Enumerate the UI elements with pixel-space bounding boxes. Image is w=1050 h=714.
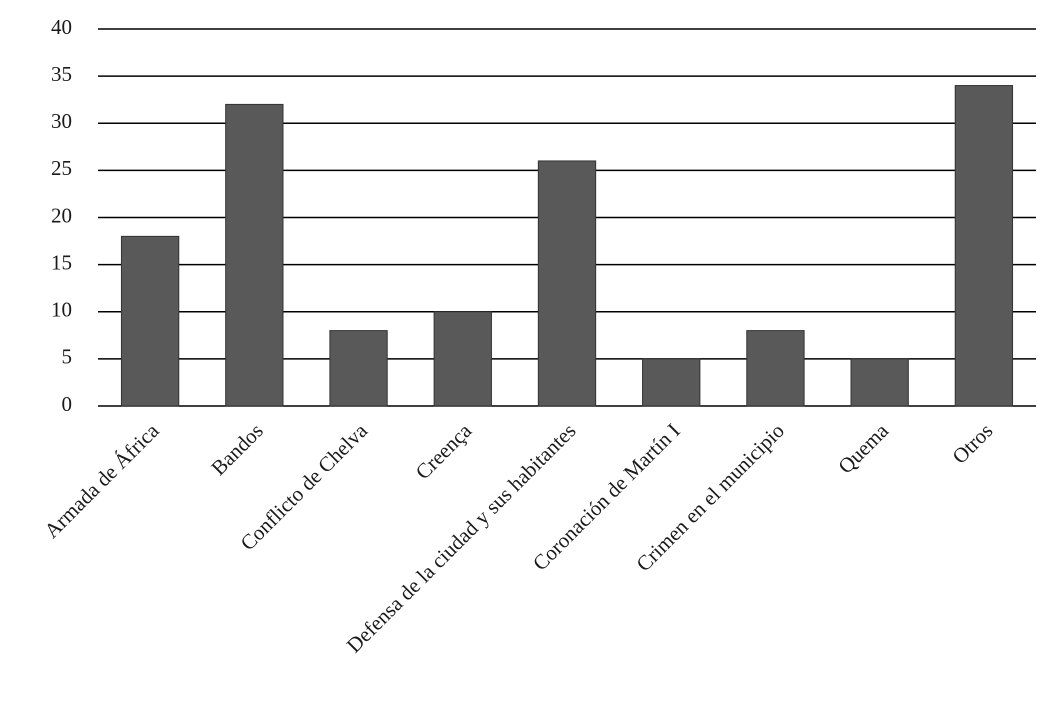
y-tick-label: 5: [62, 345, 73, 369]
bar: [850, 358, 909, 407]
y-tick-label: 10: [51, 298, 72, 322]
bar: [642, 358, 701, 407]
x-tick-label: Bandos: [206, 419, 268, 481]
y-tick-label: 30: [51, 109, 72, 133]
bar: [746, 330, 805, 407]
bar: [537, 160, 597, 407]
bar: [329, 330, 388, 407]
y-tick-label: 35: [51, 62, 72, 86]
x-tick-label: Quema: [833, 418, 893, 478]
bar: [433, 311, 492, 407]
bar: [225, 103, 284, 407]
bar: [120, 235, 180, 407]
x-tick-label: Armada de África: [39, 418, 164, 543]
x-tick-label: Defensa de la ciudad y sus habitantes: [342, 419, 581, 658]
y-tick-label: 25: [51, 156, 72, 180]
y-tick-label: 15: [51, 250, 72, 274]
bar: [954, 85, 1014, 407]
y-tick-label: 40: [51, 15, 72, 39]
x-tick-label: Creença: [411, 418, 477, 484]
x-tick-label: Otros: [947, 419, 997, 469]
y-tick-label: 0: [62, 392, 73, 416]
y-tick-label: 20: [51, 203, 72, 227]
